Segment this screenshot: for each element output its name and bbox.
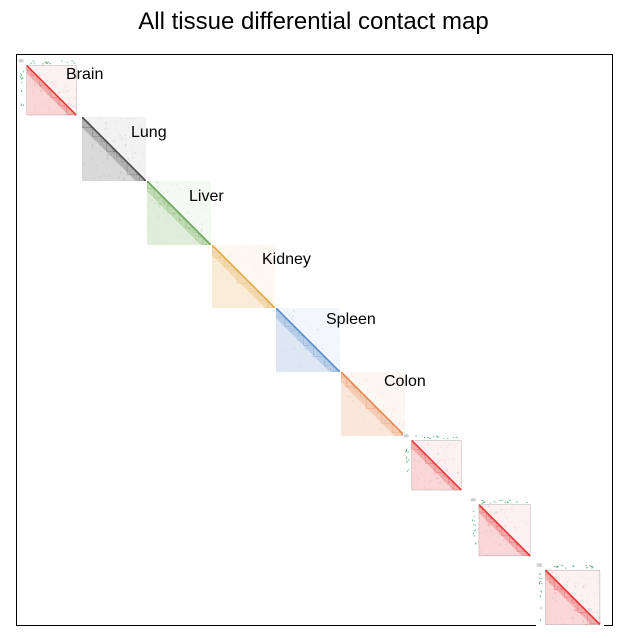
contact-map-panel [276,308,340,372]
contact-map-image [536,562,604,630]
contact-map-image [82,117,146,181]
contact-map-image [470,497,534,561]
contact-map-image [147,181,211,245]
contact-map-panel [18,58,80,120]
contact-map-panel [82,117,146,181]
contact-map-image [212,245,275,308]
figure-title: All tissue differential contact map [138,8,489,35]
tissue-label: Brain [66,66,104,83]
tissue-label: Colon [384,373,426,390]
contact-map-panel [470,497,534,561]
contact-map-panel [341,372,405,436]
tissue-label: Kidney [262,251,311,268]
contact-map-image [341,372,405,436]
contact-map-panel [147,181,211,245]
tissue-label: Liver [189,188,224,205]
contact-map-image [18,58,80,120]
contact-map-panel [536,562,604,630]
contact-map-panel [403,433,465,495]
tissue-label: Lung [131,124,167,141]
contact-map-image [276,308,340,372]
tissue-label: Spleen [326,311,376,328]
contact-map-image [403,433,465,495]
contact-map-panel [212,245,275,308]
